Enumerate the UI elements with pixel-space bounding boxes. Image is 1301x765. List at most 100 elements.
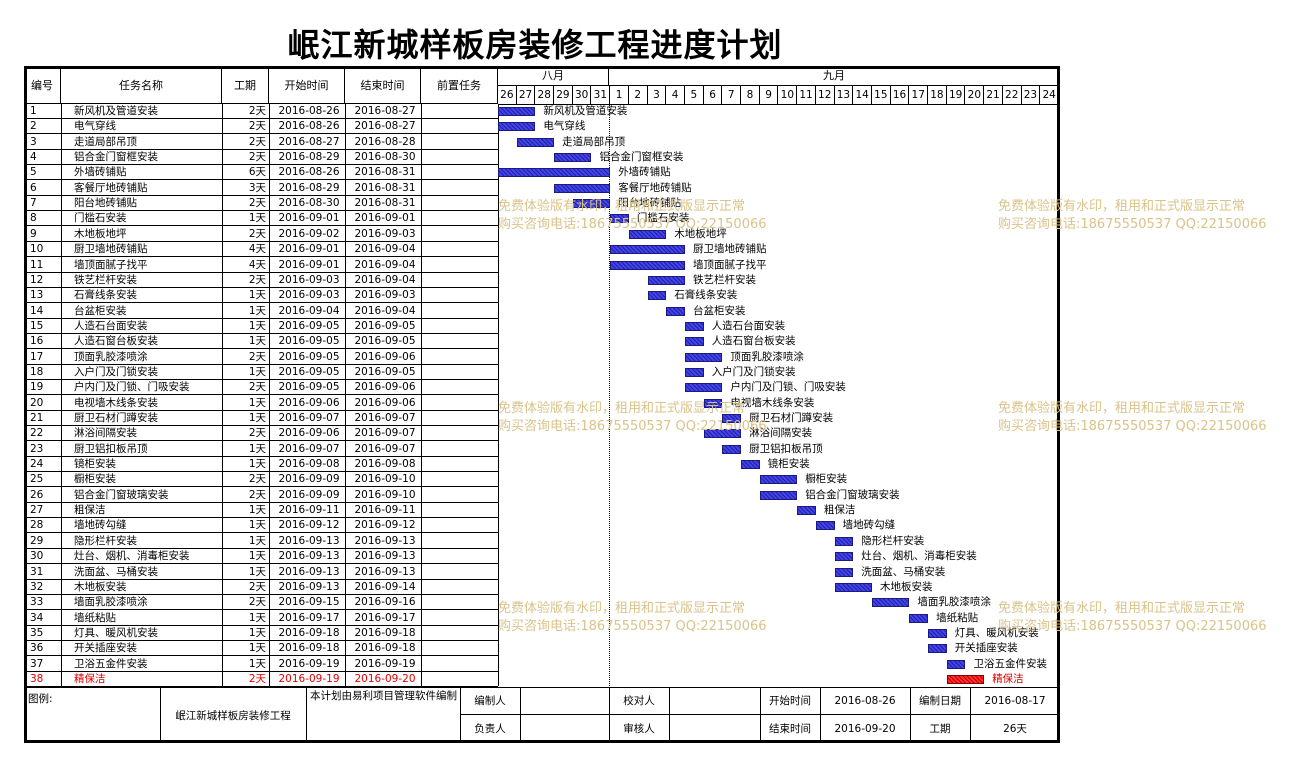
task-id: 4 bbox=[30, 151, 37, 164]
table-row[interactable]: 24 镜柜安装 1天 2016-09-08 2016-09-08 bbox=[24, 457, 498, 473]
table-row[interactable]: 15 人造石台面安装 1天 2016-09-05 2016-09-05 bbox=[24, 319, 498, 334]
table-row[interactable]: 7 阳台地砖铺贴 2天 2016-08-30 2016-08-31 bbox=[24, 196, 498, 212]
gantt-bar[interactable] bbox=[666, 306, 685, 316]
day-header-cell: 8 bbox=[741, 86, 760, 104]
task-name: 卫浴五金件安装 bbox=[74, 657, 148, 670]
gantt-bar[interactable] bbox=[928, 628, 947, 638]
table-row[interactable]: 29 隐形栏杆安装 1天 2016-09-13 2016-09-13 bbox=[24, 534, 498, 549]
table-row[interactable]: 33 墙面乳胶漆喷涂 2天 2016-09-15 2016-09-16 bbox=[24, 595, 498, 611]
gantt-bar[interactable] bbox=[498, 168, 611, 178]
gantt-bar[interactable] bbox=[498, 107, 536, 116]
footer-note: 本计划由易利项目管理软件编制 bbox=[310, 690, 457, 702]
table-row[interactable]: 32 木地板安装 2天 2016-09-13 2016-09-14 bbox=[24, 580, 498, 595]
table-row[interactable]: 8 门槛石安装 1天 2016-09-01 2016-09-01 bbox=[24, 211, 498, 227]
gantt-bar[interactable] bbox=[685, 352, 723, 362]
gantt-bar[interactable] bbox=[797, 506, 816, 516]
table-row[interactable]: 20 电视墙木线条安装 1天 2016-09-06 2016-09-06 bbox=[24, 396, 498, 411]
task-id: 33 bbox=[30, 596, 44, 609]
table-row[interactable]: 9 木地板地坪 2天 2016-09-02 2016-09-03 bbox=[24, 227, 498, 242]
table-row[interactable]: 19 户内门及门锁、门吸安装 2天 2016-09-05 2016-09-06 bbox=[24, 380, 498, 396]
table-row[interactable]: 1 新风机及管道安装 2天 2016-08-26 2016-08-27 bbox=[24, 104, 498, 119]
table-row[interactable]: 35 灯具、暖风机安装 1天 2016-09-18 2016-09-18 bbox=[24, 626, 498, 641]
table-row[interactable]: 25 橱柜安装 2天 2016-09-09 2016-09-10 bbox=[24, 472, 498, 488]
table-row[interactable]: 37 卫浴五金件安装 1天 2016-09-19 2016-09-19 bbox=[24, 657, 498, 672]
task-duration: 2天 bbox=[248, 427, 266, 440]
day-header-cell: 2 bbox=[629, 86, 648, 104]
gantt-bar[interactable] bbox=[516, 137, 555, 147]
gantt-bar[interactable] bbox=[703, 429, 742, 439]
gantt-bar[interactable] bbox=[610, 260, 685, 270]
task-end: 2016-09-05 bbox=[354, 365, 416, 378]
table-row[interactable]: 3 走道局部吊顶 2天 2016-08-27 2016-08-28 bbox=[24, 135, 498, 150]
table-row[interactable]: 14 台盆柜安装 1天 2016-09-04 2016-09-04 bbox=[24, 304, 498, 319]
table-row[interactable]: 22 淋浴间隔安装 2天 2016-09-06 2016-09-07 bbox=[24, 426, 498, 442]
table-row[interactable]: 10 厨卫墙地砖铺贴 4天 2016-09-01 2016-09-04 bbox=[24, 242, 498, 258]
table-row[interactable]: 36 开关插座安装 1天 2016-09-18 2016-09-18 bbox=[24, 641, 498, 657]
table-row[interactable]: 31 洗面盆、马桶安装 1天 2016-09-13 2016-09-13 bbox=[24, 565, 498, 580]
gantt-bar-label: 灶台、烟机、消毒柜安装 bbox=[861, 550, 977, 563]
table-row[interactable]: 28 墙地砖勾缝 1天 2016-09-12 2016-09-12 bbox=[24, 518, 498, 534]
table-row[interactable]: 2 电气穿线 2天 2016-08-26 2016-08-27 bbox=[24, 119, 498, 135]
table-row[interactable]: 12 铁艺栏杆安装 2天 2016-09-03 2016-09-04 bbox=[24, 273, 498, 288]
gantt-bar[interactable] bbox=[685, 337, 704, 347]
gantt-bar[interactable] bbox=[834, 582, 872, 592]
gantt-bar[interactable] bbox=[685, 383, 723, 393]
gantt-bar[interactable] bbox=[647, 291, 667, 301]
gantt-bar[interactable] bbox=[946, 674, 985, 684]
task-duration: 2天 bbox=[248, 672, 266, 685]
gantt-bar[interactable] bbox=[554, 183, 611, 193]
gantt-bar[interactable] bbox=[722, 414, 742, 423]
table-row[interactable]: 27 粗保洁 1天 2016-09-11 2016-09-11 bbox=[24, 503, 498, 519]
day-header-cell: 30 bbox=[573, 86, 592, 104]
task-id: 12 bbox=[30, 273, 44, 286]
task-duration: 1天 bbox=[248, 611, 266, 624]
gantt-bar[interactable] bbox=[628, 229, 667, 239]
gantt-bar[interactable] bbox=[741, 460, 760, 470]
gantt-bar-label: 阳台地砖铺贴 bbox=[618, 197, 682, 210]
table-row[interactable]: 30 灶台、烟机、消毒柜安装 1天 2016-09-13 2016-09-13 bbox=[24, 549, 498, 565]
task-start: 2016-09-12 bbox=[278, 519, 340, 532]
table-row[interactable]: 38 精保洁 2天 2016-09-19 2016-09-20 bbox=[24, 672, 498, 687]
table-row[interactable]: 23 厨卫铝扣板吊顶 1天 2016-09-07 2016-09-07 bbox=[24, 442, 498, 457]
task-start: 2016-09-13 bbox=[278, 550, 340, 563]
task-start: 2016-09-13 bbox=[278, 534, 340, 547]
table-row[interactable]: 17 顶面乳胶漆喷涂 2天 2016-09-05 2016-09-06 bbox=[24, 350, 498, 365]
gantt-bar[interactable] bbox=[572, 199, 611, 209]
gantt-bar[interactable] bbox=[759, 490, 798, 500]
table-row[interactable]: 34 墙纸粘贴 1天 2016-09-17 2016-09-17 bbox=[24, 611, 498, 626]
task-start: 2016-09-19 bbox=[278, 657, 340, 670]
gantt-bar[interactable] bbox=[909, 613, 929, 623]
gantt-bar[interactable] bbox=[703, 398, 723, 408]
gantt-bar[interactable] bbox=[722, 444, 742, 454]
gantt-bar[interactable] bbox=[946, 659, 966, 669]
table-row[interactable]: 18 入户门及门锁安装 1天 2016-09-05 2016-09-05 bbox=[24, 365, 498, 380]
task-end: 2016-09-08 bbox=[354, 458, 416, 471]
gantt-bar[interactable] bbox=[685, 321, 704, 331]
table-row[interactable]: 21 厨卫石材门蹲安装 1天 2016-09-07 2016-09-07 bbox=[24, 411, 498, 426]
task-start: 2016-09-18 bbox=[278, 642, 340, 655]
gantt-bar[interactable] bbox=[872, 598, 910, 608]
table-row[interactable]: 26 铝合金门窗玻璃安装 2天 2016-09-09 2016-09-10 bbox=[24, 488, 498, 503]
task-duration: 2天 bbox=[248, 151, 266, 164]
gantt-bar[interactable] bbox=[554, 153, 592, 163]
gantt-bar[interactable] bbox=[759, 475, 798, 485]
task-id: 10 bbox=[30, 243, 44, 256]
gantt-bar[interactable] bbox=[647, 275, 685, 285]
gantt-bar[interactable] bbox=[834, 567, 854, 577]
table-row[interactable]: 16 人造石窗台板安装 1天 2016-09-05 2016-09-05 bbox=[24, 334, 498, 350]
gantt-bar[interactable] bbox=[610, 245, 685, 255]
gantt-bar[interactable] bbox=[834, 552, 854, 562]
table-row[interactable]: 6 客餐厅地砖铺贴 3天 2016-08-29 2016-08-31 bbox=[24, 181, 498, 196]
task-id: 7 bbox=[30, 197, 37, 210]
gantt-bar[interactable] bbox=[610, 214, 629, 224]
gantt-bar[interactable] bbox=[685, 367, 704, 377]
table-row[interactable]: 5 外墙砖铺贴 6天 2016-08-26 2016-08-31 bbox=[24, 165, 498, 181]
gantt-bar[interactable] bbox=[928, 644, 947, 654]
table-row[interactable]: 11 墙顶面腻子找平 4天 2016-09-01 2016-09-04 bbox=[24, 258, 498, 273]
gantt-bar[interactable] bbox=[834, 536, 854, 546]
table-row[interactable]: 13 石膏线条安装 1天 2016-09-03 2016-09-03 bbox=[24, 288, 498, 304]
gantt-bar[interactable] bbox=[815, 521, 835, 531]
table-row[interactable]: 4 铝合金门窗框安装 2天 2016-08-29 2016-08-30 bbox=[24, 150, 498, 166]
gantt-bar[interactable] bbox=[498, 122, 536, 132]
task-end: 2016-09-04 bbox=[354, 304, 416, 317]
